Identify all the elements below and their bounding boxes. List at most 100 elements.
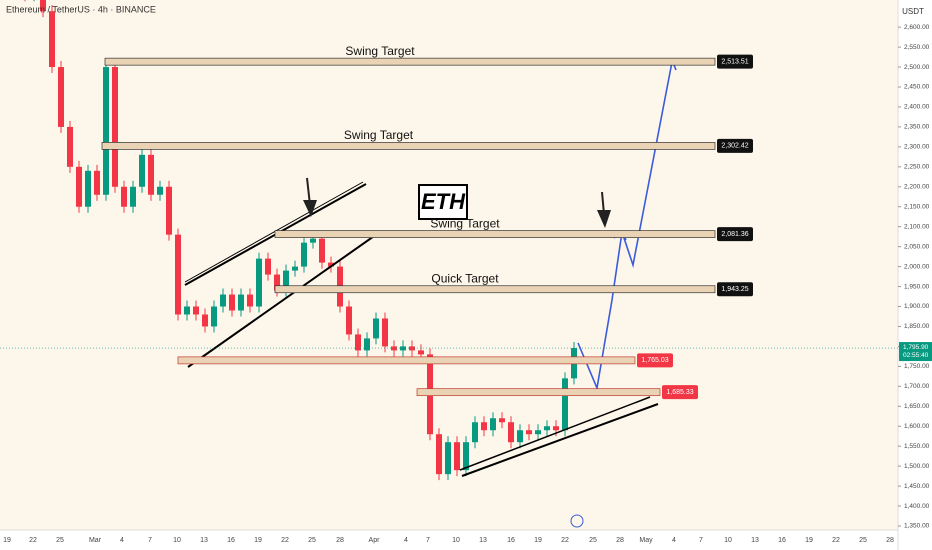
candle [355,334,361,351]
level-name: Quick Target [431,271,499,285]
y-tick-label: 2,550.00 [904,44,930,51]
candle [265,258,271,275]
x-tick-label: 22 [29,537,37,544]
price-badge [717,54,753,69]
candle [211,306,217,327]
candle [184,306,190,315]
y-tick-label: 2,000.00 [904,263,930,270]
candle [517,430,523,443]
candle [193,306,199,315]
x-tick-label: 13 [200,537,208,544]
level-zone [104,57,716,66]
candle [544,426,550,431]
x-tick-label: 25 [859,537,867,544]
x-tick-label: 25 [308,537,316,544]
x-tick-label: 22 [561,537,569,544]
x-tick-label: 28 [616,537,624,544]
price-axis [898,0,932,550]
level-zone [416,388,661,397]
candle [373,318,379,339]
candle [40,0,46,12]
candle [445,442,451,475]
candle [391,346,397,351]
y-tick-label: 2,050.00 [904,243,930,250]
candle [418,350,424,355]
y-tick-label: 2,350.00 [904,124,930,131]
candle [76,166,82,207]
level-zone [274,230,716,238]
x-tick-label: 19 [534,537,542,544]
price-badge-label: 2,513.51 [721,59,748,66]
x-tick-label: 22 [281,537,289,544]
y-tick-label: 1,750.00 [904,363,930,370]
candle [346,306,352,335]
y-tick-label: 2,400.00 [904,104,930,111]
candle [112,67,118,187]
badge: ETH [421,189,466,214]
candle [139,154,145,187]
candle [166,186,172,235]
y-tick-label: 2,500.00 [904,64,930,71]
price-badge [637,353,673,368]
candle [319,238,325,263]
y-tick-label: 2,300.00 [904,144,930,151]
candle [283,270,289,291]
candle [508,422,514,443]
price-badge-label: 1,943.25 [721,286,748,293]
level-name: Swing Target [344,128,414,142]
y-tick-label: 1,500.00 [904,463,930,470]
price-badge-label: 1,765.03 [641,357,668,364]
candle [553,426,559,431]
arrow-head [597,210,611,228]
candle [481,422,487,431]
candle [103,67,109,195]
symbol-header: Ethereum / TetherUS · 4h · BINANCE [6,4,156,14]
x-tick-label: 25 [589,537,597,544]
candle [229,294,235,311]
level-zone [274,285,716,294]
candle [526,430,532,435]
channel-line [184,181,364,283]
candle [175,234,181,315]
x-tick-label: Apr [369,537,381,544]
projection [577,61,673,391]
candle [499,418,505,423]
candle [148,154,154,195]
x-tick-label: 19 [254,537,262,544]
y-tick-label: 1,600.00 [904,423,930,430]
x-tick-label: 13 [479,537,487,544]
x-tick-label: 4 [672,537,676,544]
candle [58,67,64,127]
y-tick-label: 2,450.00 [904,84,930,91]
y-tick-label: 1,700.00 [904,383,930,390]
x-tick-label: 16 [227,537,235,544]
x-tick-label: 28 [886,537,894,544]
candle [49,11,55,68]
y-tick-label: 1,950.00 [904,283,930,290]
y-tick-label: 2,250.00 [904,164,930,171]
price-badge-label: 1,685.33 [666,389,693,396]
candle [85,170,91,207]
y-tick-label: 2,100.00 [904,223,930,230]
x-tick-label: 22 [832,537,840,544]
channel-line [187,233,378,368]
candle [256,258,262,307]
y-tick-label: 2,200.00 [904,183,930,190]
x-tick-label: 7 [699,537,703,544]
countdown: 02:55:40 [903,352,929,359]
candle [535,430,541,435]
level-zone [177,356,636,365]
current-price-badge [899,342,932,362]
y-tick-label: 2,150.00 [904,203,930,210]
x-tick-label: 16 [778,537,786,544]
y-tick-label: 1,350.00 [904,523,930,530]
price-badge-label: 2,081.36 [721,231,748,238]
y-tick-label: 1,450.00 [904,483,930,490]
candle [202,314,208,327]
candle [157,186,163,195]
x-tick-label: 28 [336,537,344,544]
arrow-head [303,200,317,217]
candle [463,442,469,471]
x-tick-label: 10 [173,537,181,544]
wedge-line [459,396,651,471]
